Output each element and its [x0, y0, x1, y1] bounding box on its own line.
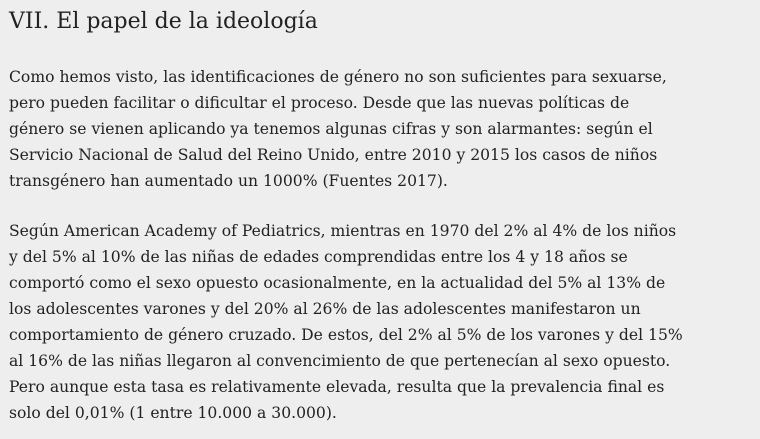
section-heading: VII. El papel de la ideología [9, 9, 318, 34]
text-line: Pero aunque esta tasa es relativamente e… [9, 378, 665, 396]
text-line: los adolescentes varones y del 20% al 26… [9, 300, 641, 318]
text-line: solo del 0,01% (1 entre 10.000 a 30.000)… [9, 404, 337, 422]
paragraph: Como hemos visto, las identificaciones d… [9, 64, 667, 194]
text-line: transgénero han aumentado un 1000% (Fuen… [9, 172, 448, 190]
text-line: género se vienen aplicando ya tenemos al… [9, 120, 653, 138]
text-line: pero pueden facilitar o dificultar el pr… [9, 94, 630, 112]
text-line: y del 5% al 10% de las niñas de edades c… [9, 248, 628, 266]
text-line: comportamiento de género cruzado. De est… [9, 326, 683, 344]
text-line: Servicio Nacional de Salud del Reino Uni… [9, 146, 658, 164]
paragraph: Según American Academy of Pediatrics, mi… [9, 218, 683, 426]
text-line: comportó como el sexo opuesto ocasionalm… [9, 274, 666, 292]
text-line: Como hemos visto, las identificaciones d… [9, 68, 667, 86]
text-line: Según American Academy of Pediatrics, mi… [9, 222, 677, 240]
text-line: al 16% de las niñas llegaron al convenci… [9, 352, 671, 370]
